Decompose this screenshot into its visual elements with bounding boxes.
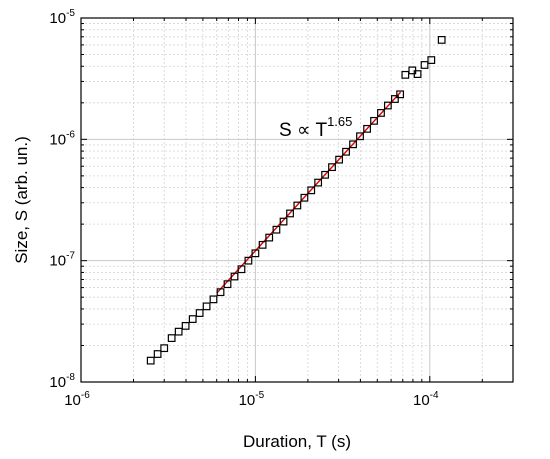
data-point bbox=[202, 302, 211, 311]
y-tick-label-exponent: -6 bbox=[66, 129, 75, 140]
x-tick-label-exponent: -6 bbox=[81, 390, 90, 401]
data-point bbox=[230, 272, 239, 281]
data-point bbox=[356, 132, 364, 141]
data-point bbox=[328, 163, 336, 172]
data-point bbox=[342, 147, 350, 156]
data-point bbox=[413, 70, 422, 78]
grid bbox=[80, 17, 514, 383]
x-tick-label: 10-6 bbox=[64, 390, 90, 409]
data-point bbox=[188, 315, 197, 323]
x-tick-label-exponent: -5 bbox=[255, 390, 264, 401]
x-tick-label: 10-5 bbox=[239, 390, 265, 409]
data-point bbox=[427, 56, 436, 64]
y-tick-labels: 10-810-710-610-5 bbox=[49, 8, 75, 391]
y-tick-label-exponent: -7 bbox=[66, 251, 75, 262]
data-point bbox=[383, 101, 392, 110]
x-tick-label: 10-4 bbox=[413, 390, 439, 409]
y-axis-label: Size, S (arb. un.) bbox=[12, 136, 31, 264]
data-point bbox=[160, 344, 169, 353]
x-tick-label-base: 10 bbox=[239, 392, 256, 409]
axis-ticks bbox=[80, 17, 514, 383]
data-point bbox=[153, 350, 162, 358]
data-point bbox=[349, 140, 357, 149]
x-tick-label-base: 10 bbox=[413, 392, 430, 409]
x-axis-label: Duration, T (s) bbox=[243, 432, 351, 451]
y-tick-label-base: 10 bbox=[49, 131, 66, 148]
x-tick-label-base: 10 bbox=[64, 392, 81, 409]
x-tick-label-exponent: -4 bbox=[430, 390, 439, 401]
data-point bbox=[321, 170, 329, 179]
data-point bbox=[209, 295, 218, 304]
data-point bbox=[237, 265, 246, 274]
data-point bbox=[181, 321, 190, 330]
data-point bbox=[314, 178, 323, 187]
y-tick-label-base: 10 bbox=[49, 10, 66, 27]
data-point bbox=[370, 116, 378, 125]
y-tick-label: 10-5 bbox=[49, 8, 75, 27]
data-point bbox=[244, 256, 253, 265]
data-point bbox=[195, 309, 204, 317]
y-tick-label-base: 10 bbox=[49, 374, 66, 391]
data-point bbox=[391, 95, 399, 103]
plot-series bbox=[146, 35, 446, 365]
y-tick-label-exponent: -8 bbox=[66, 372, 75, 383]
data-point bbox=[401, 70, 410, 79]
fit-annotation: S ∝ T1.65 bbox=[279, 114, 352, 141]
data-point bbox=[251, 249, 260, 258]
fit-annotation-text: S ∝ T bbox=[279, 120, 327, 141]
data-point bbox=[272, 225, 281, 234]
data-point bbox=[307, 186, 316, 195]
fit-annotation-exponent: 1.65 bbox=[327, 114, 352, 129]
y-tick-label-exponent: -5 bbox=[66, 8, 75, 19]
data-point bbox=[437, 35, 446, 44]
data-point bbox=[293, 201, 302, 210]
y-tick-label: 10-7 bbox=[49, 251, 75, 270]
data-point bbox=[279, 217, 288, 226]
data-point bbox=[286, 209, 294, 218]
data-point bbox=[377, 109, 385, 117]
plot-frame bbox=[80, 17, 514, 383]
data-point bbox=[258, 240, 267, 249]
data-point bbox=[300, 193, 309, 202]
data-point bbox=[167, 334, 176, 343]
x-tick-labels: 10-6 10-5 10-4 bbox=[64, 390, 439, 409]
data-point bbox=[396, 90, 405, 99]
data-point bbox=[335, 155, 344, 164]
data-point bbox=[174, 327, 183, 336]
y-tick-label: 10-6 bbox=[49, 129, 75, 148]
data-point bbox=[146, 356, 155, 365]
data-point bbox=[363, 124, 371, 133]
y-tick-label: 10-8 bbox=[49, 372, 75, 391]
data-point bbox=[216, 288, 225, 297]
data-point bbox=[420, 61, 429, 69]
data-point bbox=[223, 280, 232, 289]
data-point bbox=[265, 233, 274, 242]
y-tick-label-base: 10 bbox=[49, 253, 66, 270]
